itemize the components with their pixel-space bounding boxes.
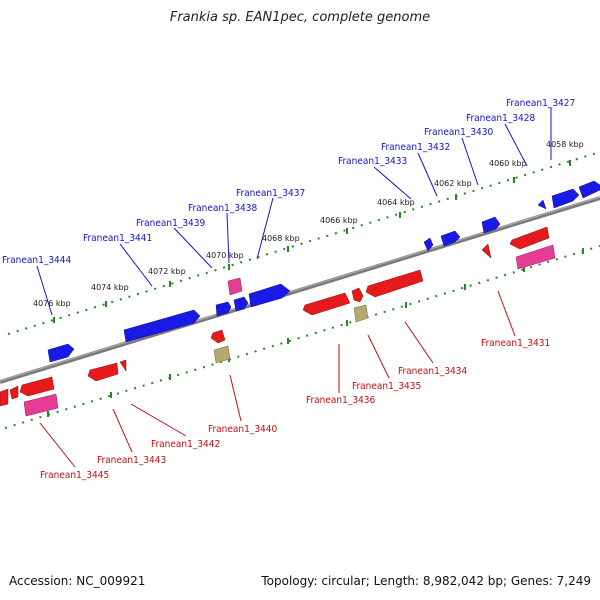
rna-3438-block	[227, 277, 243, 296]
genome-summary-text: Topology: circular; Length: 8,982,042 bp…	[261, 574, 591, 588]
gene-label: Franean1_3435	[352, 381, 421, 392]
kbp-labels: 4058 kbp 4060 kbp 4062 kbp 4064 kbp 4066…	[33, 140, 584, 308]
gene-3437-block	[248, 283, 291, 308]
gene-3430-block	[481, 216, 501, 234]
gene-3433-block	[440, 230, 461, 247]
kbp-label: 4058 kbp	[546, 140, 584, 149]
gene-label: Franean1_3431	[481, 338, 550, 349]
gene-3431b-block	[509, 226, 550, 250]
map-title: Frankia sp. EAN1pec, complete genome	[169, 10, 431, 25]
gene-label: Franean1_3440	[208, 424, 278, 435]
kbp-label: 4060 kbp	[489, 159, 527, 168]
bottom-ruler	[4, 245, 600, 429]
gene-3427-block	[551, 188, 580, 209]
gene-3441-block	[123, 309, 201, 343]
top-ruler-ticks	[53, 160, 571, 323]
kbp-label: 4066 kbp	[320, 216, 358, 225]
gene-label: Franean1_3436	[306, 395, 376, 406]
gene-label: Franean1_3442	[151, 439, 220, 450]
gene-3443-block	[19, 376, 55, 397]
gene-label: Franean1_3439	[136, 218, 206, 229]
gene-label: Franean1_3441	[83, 233, 152, 244]
gene-3445-block	[0, 388, 9, 407]
gene-3442b-block	[119, 359, 127, 372]
gene-label: Franean1_3444	[2, 255, 72, 266]
genome-backbone	[0, 196, 600, 384]
bottom-ruler-ticks	[47, 248, 584, 417]
gene-label: Franean1_3430	[424, 127, 494, 138]
gene-3440-fwd-block	[215, 301, 232, 317]
misc-3435-block	[353, 304, 369, 323]
gene-label: Franean1_3445	[40, 470, 109, 481]
misc-3440-block	[213, 345, 231, 364]
kbp-label: 4068 kbp	[262, 234, 300, 243]
accession-text: Accession: NC_009921	[9, 574, 146, 588]
gene-3432-block	[423, 237, 434, 252]
gene-label: Franean1_3437	[236, 188, 305, 199]
bottom-gene-labels: Franean1_3431 Franean1_3434 Franean1_343…	[40, 338, 550, 481]
kbp-label: 4074 kbp	[91, 283, 129, 292]
gene-3426-block	[578, 180, 600, 199]
top-connectors	[36, 108, 552, 316]
gene-3436-block	[302, 292, 351, 316]
gene-label: Franean1_3432	[381, 142, 450, 153]
gene-3444-block	[47, 343, 75, 363]
kbp-label: 4076 kbp	[33, 299, 71, 308]
gene-label: Franean1_3428	[466, 113, 536, 124]
gene-3431-block	[481, 243, 492, 259]
gene-label: Franean1_3443	[97, 455, 166, 466]
gene-3434-block	[365, 269, 424, 298]
gene-label: Franean1_3434	[398, 366, 468, 377]
reverse-genes	[0, 226, 550, 407]
gene-3440-rev-block	[210, 329, 226, 344]
gene-3442-block	[87, 362, 119, 382]
gene-3435-block	[351, 287, 364, 303]
gene-3428-block	[537, 199, 547, 210]
forward-genes	[47, 180, 600, 363]
rna-3443-block	[23, 393, 59, 417]
bottom-connectors	[39, 290, 516, 468]
rna-3431-block	[515, 244, 556, 270]
misc-features	[213, 304, 369, 364]
top-gene-labels: Franean1_3427 Franean1_3428 Franean1_343…	[2, 98, 575, 266]
gene-3445b-block	[9, 385, 19, 400]
gene-label: Franean1_3427	[506, 98, 575, 109]
gene-3439-block	[233, 296, 249, 312]
rna-features	[23, 244, 556, 417]
kbp-label: 4072 kbp	[148, 267, 186, 276]
kbp-label: 4064 kbp	[377, 198, 415, 207]
gene-label: Franean1_3433	[338, 156, 407, 167]
gene-label: Franean1_3438	[188, 203, 258, 214]
kbp-label: 4062 kbp	[434, 179, 472, 188]
kbp-label: 4070 kbp	[206, 251, 244, 260]
